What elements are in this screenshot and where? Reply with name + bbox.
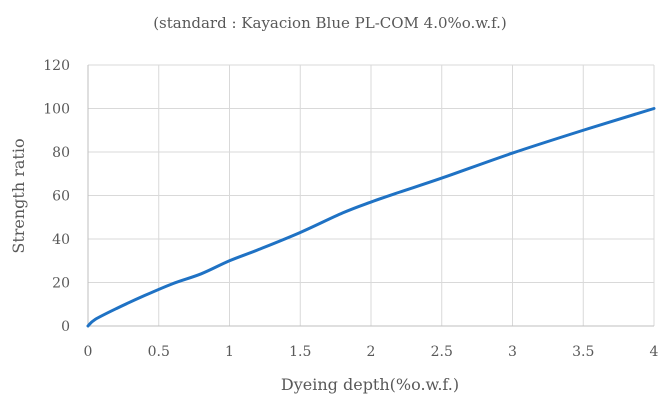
series-line bbox=[86, 107, 656, 328]
x-axis-title: Dyeing depth(%o.w.f.) bbox=[281, 375, 459, 394]
y-tick-label: 20 bbox=[52, 276, 70, 292]
ticks-layer: 0 20 40 60 80 100 120 0 0.5 1 1.5 2 2.5 3 3.5 4 bbox=[43, 58, 658, 360]
x-tick-label: 2.5 bbox=[431, 344, 453, 360]
y-axis-title: Strength ratio bbox=[9, 138, 28, 253]
y-tick-label: 0 bbox=[61, 319, 70, 335]
y-tick-label: 120 bbox=[43, 58, 70, 74]
x-tick-label: 1.5 bbox=[289, 344, 311, 360]
x-tick-label: 0 bbox=[84, 344, 93, 360]
x-tick-label: 0.5 bbox=[148, 344, 170, 360]
grid-layer bbox=[88, 64, 655, 326]
axis-layer bbox=[87, 65, 654, 327]
series-layer bbox=[86, 107, 656, 328]
chart-subtitle: (standard : Kayacion Blue PL-COM 4.0%o.w… bbox=[153, 14, 507, 32]
y-tick-label: 40 bbox=[52, 232, 70, 248]
x-tick-label: 3.5 bbox=[572, 344, 594, 360]
x-tick-label: 2 bbox=[367, 344, 376, 360]
y-tick-label: 100 bbox=[43, 102, 70, 118]
x-tick-label: 4 bbox=[650, 344, 659, 360]
x-tick-label: 3 bbox=[508, 344, 517, 360]
y-tick-label: 80 bbox=[52, 145, 70, 161]
x-tick-label: 1 bbox=[225, 344, 234, 360]
y-tick-label: 60 bbox=[52, 189, 70, 205]
